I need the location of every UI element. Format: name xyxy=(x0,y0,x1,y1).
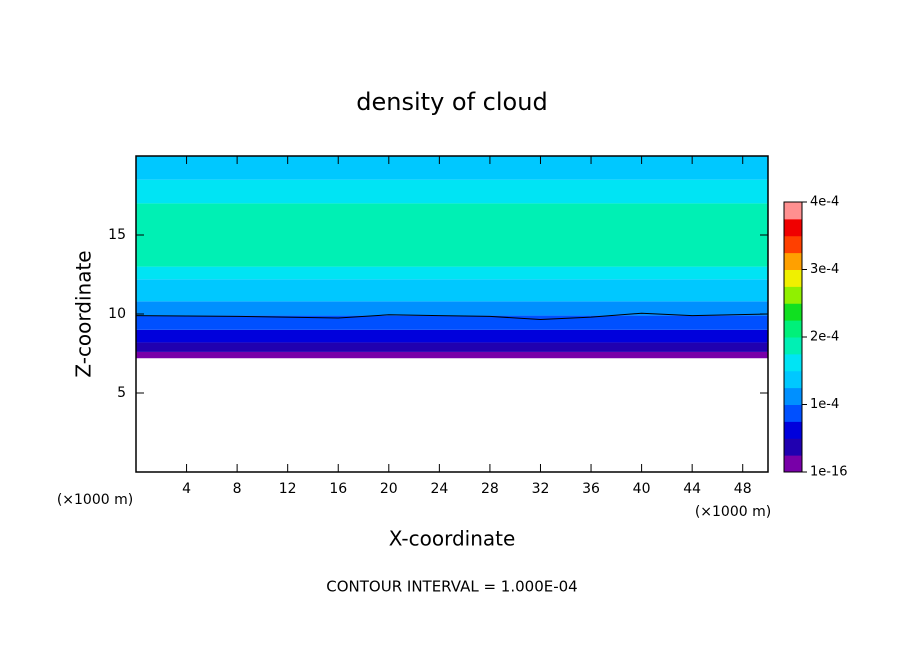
x-unit: (×1000 m) xyxy=(695,504,771,520)
colorbar-step xyxy=(784,269,802,287)
contour-line xyxy=(135,312,769,321)
colorbar-step xyxy=(784,438,802,456)
contour-band xyxy=(136,301,768,316)
colorbar-tick-label: 1e-4 xyxy=(810,397,839,412)
x-tick-label: 12 xyxy=(279,481,297,497)
colorbar-step xyxy=(784,455,802,473)
colorbar-tick-label: 1e-16 xyxy=(810,465,848,480)
colorbar-step xyxy=(784,421,802,439)
contour-band xyxy=(136,266,768,280)
y-tick-label: 10 xyxy=(108,306,126,322)
colorbar-step xyxy=(784,202,802,220)
colorbar-step xyxy=(784,404,802,422)
x-tick-label: 24 xyxy=(430,481,448,497)
contour-band xyxy=(136,203,768,267)
x-tick-label: 16 xyxy=(329,481,347,497)
footer: CONTOUR INTERVAL = 1.000E-04 xyxy=(326,578,577,596)
colorbar-step xyxy=(784,320,802,338)
x-tick-label: 32 xyxy=(532,481,550,497)
colorbar-step xyxy=(784,235,802,254)
x-tick-label: 40 xyxy=(633,481,651,497)
y-tick-label: 15 xyxy=(108,227,126,243)
colorbar-step xyxy=(784,353,802,372)
x-tick-label: 4 xyxy=(182,481,191,497)
x-tick-label: 48 xyxy=(734,481,752,497)
contour-band xyxy=(136,179,768,204)
colorbar-step xyxy=(784,387,802,405)
x-tick-label: 20 xyxy=(380,481,398,497)
colorbar-step xyxy=(784,252,802,270)
colorbar-tick-label: 2e-4 xyxy=(810,330,839,345)
contour-band xyxy=(136,156,768,180)
y-unit: (×1000 m) xyxy=(57,492,133,508)
colorbar-step xyxy=(784,370,802,389)
y-axis-label: Z-coordinate xyxy=(72,250,96,377)
colorbar-tick-label: 4e-4 xyxy=(810,195,839,210)
contour-band xyxy=(136,329,768,343)
colorbar-tick-label: 3e-4 xyxy=(810,262,839,277)
colorbar-step xyxy=(784,337,802,355)
x-axis-label: X-coordinate xyxy=(389,527,516,551)
colorbar-step xyxy=(784,303,802,321)
chart-title: density of cloud xyxy=(356,88,547,116)
contour-band xyxy=(136,315,768,330)
x-tick-label: 8 xyxy=(233,481,242,497)
contour-band xyxy=(136,351,768,359)
colorbar-step xyxy=(784,286,802,304)
y-tick-label: 5 xyxy=(117,385,126,401)
x-tick-label: 44 xyxy=(683,481,701,497)
colorbar-step xyxy=(784,218,802,237)
contour-band xyxy=(136,279,768,302)
x-tick-label: 28 xyxy=(481,481,499,497)
x-tick-label: 36 xyxy=(582,481,600,497)
contour-band xyxy=(136,342,768,352)
